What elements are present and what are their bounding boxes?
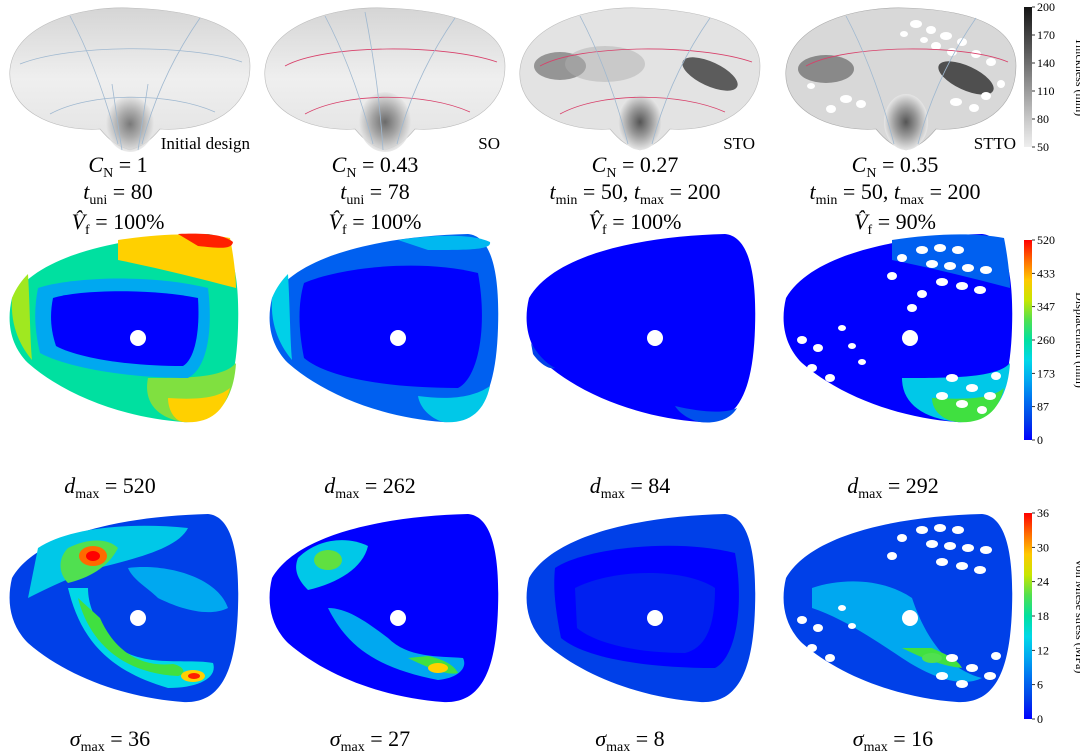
dmax-caption-so: dmax = 262 (324, 473, 416, 502)
colorbar-stress: 36 30 24 18 12 6 0 Von Miese stress (MPa) (1024, 506, 1080, 726)
stress-row (9, 514, 1013, 703)
colorbar-stress-tick: 36 (1037, 506, 1049, 520)
stress-plot-sto (526, 514, 756, 703)
colorbar-stress-title: Von Miese stress (MPa) (1073, 559, 1080, 674)
t-caption-stto: tmin = 50, tmax = 200 (810, 179, 981, 208)
displacement-plot-so (269, 234, 499, 423)
sigma-caption-initial: σmax = 36 (70, 726, 150, 755)
displacement-plot-sto (526, 234, 756, 423)
stress-holes (797, 524, 1001, 688)
colorbar-displacement-title: Displacement (mm) (1073, 292, 1080, 388)
colorbar-displacement-tick: 520 (1037, 233, 1055, 247)
shell-label-stto: STTO (974, 134, 1016, 153)
shell-label-initial: Initial design (161, 134, 251, 153)
shell-initial (9, 7, 251, 152)
shell-label-so: SO (478, 134, 500, 153)
shell-row: Initial design SO STO STTO (9, 7, 1017, 153)
colorbar-thickness-title: Thickness (mm) (1073, 38, 1080, 116)
shell-so (264, 7, 506, 152)
dmax-caption-stto: dmax = 292 (847, 473, 939, 502)
cn-caption-sto: CN = 0.27 (592, 152, 679, 181)
colorbar-displacement-tick: 173 (1037, 366, 1055, 380)
colorbar-stress-tick: 0 (1037, 712, 1043, 726)
shell-stto (785, 7, 1017, 151)
colorbar-thickness-gradient (1024, 7, 1032, 147)
t-caption-sto: tmin = 50, tmax = 200 (550, 179, 721, 208)
displacement-holes (797, 244, 1001, 414)
t-caption-so: tuni = 78 (340, 179, 409, 208)
colorbar-displacement-tick: 433 (1037, 266, 1055, 280)
colorbar-stress-tick: 18 (1037, 609, 1049, 623)
colorbar-thickness-tick: 170 (1037, 28, 1055, 42)
colorbar-thickness-tick: 110 (1037, 84, 1055, 98)
colorbar-stress-tick: 30 (1037, 540, 1049, 554)
cn-caption-so: CN = 0.43 (332, 152, 419, 181)
displacement-plot-stto (783, 234, 1013, 423)
cn-caption-initial: CN = 1 (88, 152, 147, 181)
colorbar-thickness-tick: 140 (1037, 56, 1055, 70)
value-captions: dmax = 520 σmax = 36 dmax = 262 σmax = 27 dm… (64, 473, 939, 755)
colorbar-displacement-tick: 347 (1037, 300, 1055, 314)
colorbar-displacement-tick: 260 (1037, 333, 1055, 347)
colorbar-thickness-tick: 50 (1037, 140, 1049, 154)
dmax-caption-sto: dmax = 84 (590, 473, 671, 502)
stress-plot-initial (9, 514, 239, 703)
sigma-caption-sto: σmax = 8 (595, 726, 664, 755)
sigma-caption-so: σmax = 27 (330, 726, 410, 755)
colorbar-thickness-tick: 80 (1037, 112, 1049, 126)
colorbar-displacement-tick: 87 (1037, 400, 1049, 414)
colorbar-stress-tick: 12 (1037, 643, 1049, 657)
stress-plot-so (269, 514, 499, 703)
shell-sto (519, 7, 761, 151)
colorbar-stress-gradient (1024, 513, 1032, 719)
colorbar-displacement: 520 433 347 260 173 87 0 Displacement (mm) (1024, 233, 1080, 447)
colorbar-displacement-tick: 0 (1037, 433, 1043, 447)
stress-plot-stto (783, 514, 1013, 703)
colorbar-thickness-tick: 200 (1037, 0, 1055, 14)
t-caption-initial: tuni = 80 (83, 179, 152, 208)
shell-holes (807, 20, 1005, 113)
displacement-plot-initial (9, 233, 239, 423)
dmax-caption-initial: dmax = 520 (64, 473, 156, 502)
vf-caption-stto: V̂f = 90% (854, 209, 936, 238)
vf-caption-so: V̂f = 100% (329, 209, 422, 238)
colorbar-stress-tick: 24 (1037, 575, 1049, 589)
colorbar-stress-tick: 6 (1037, 678, 1043, 692)
colorbar-thickness: 200 170 140 110 80 50 Thickness (mm) (1024, 0, 1080, 154)
displacement-row (9, 233, 1013, 423)
colorbars: 200 170 140 110 80 50 Thickness (mm) 520 433 347 2… (1024, 0, 1080, 726)
sigma-caption-stto: σmax = 16 (853, 726, 933, 755)
vf-caption-sto: V̂f = 100% (589, 209, 682, 238)
cn-caption-stto: CN = 0.35 (852, 152, 939, 181)
shell-label-sto: STO (723, 134, 755, 153)
vf-caption-initial: V̂f = 100% (72, 209, 165, 238)
colorbar-displacement-gradient (1024, 240, 1032, 440)
